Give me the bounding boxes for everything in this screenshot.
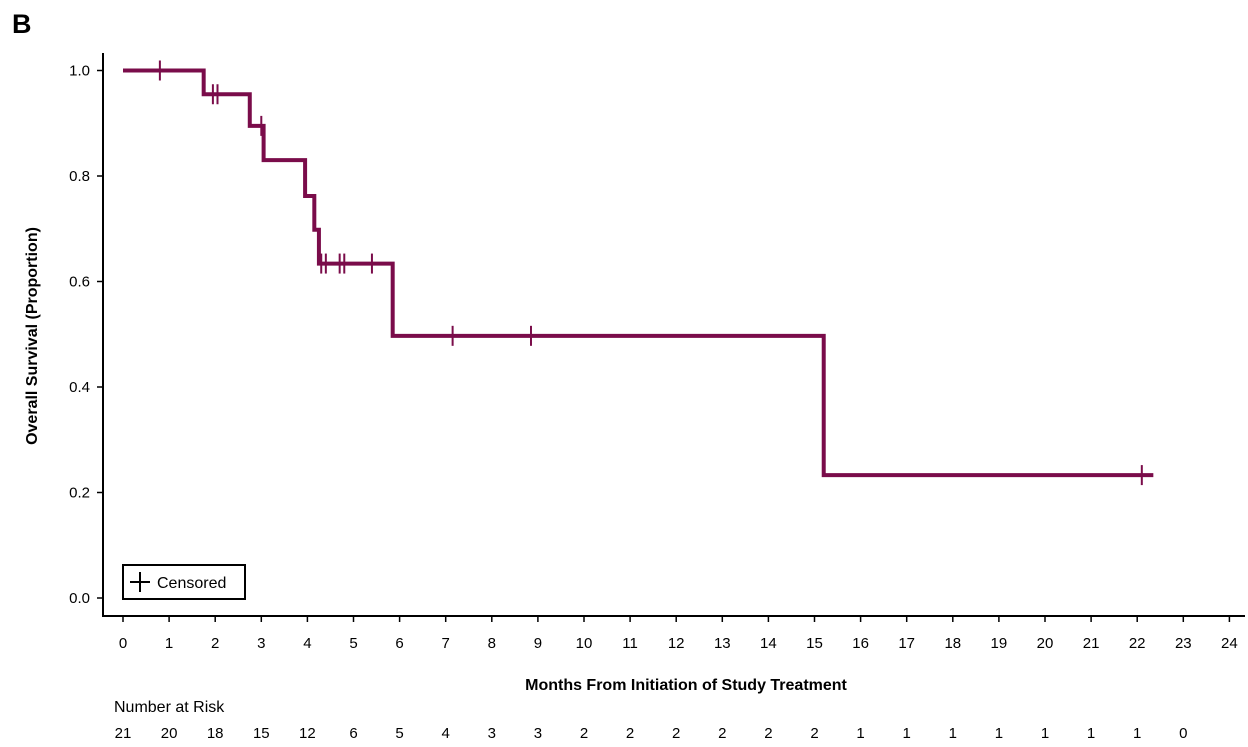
risk-count: 21 [115, 725, 132, 742]
risk-count: 6 [349, 725, 357, 742]
x-tick-label: 14 [760, 635, 777, 652]
x-tick-label: 17 [898, 635, 915, 652]
panel-label: B [12, 9, 32, 39]
x-tick-label: 16 [852, 635, 869, 652]
risk-count: 5 [395, 725, 403, 742]
x-tick-label: 11 [622, 635, 638, 652]
survival-curve [123, 68, 1154, 478]
risk-table: 21 20 18 15 12 6 5 4 3 3 2 2 2 2 2 2 1 1 1 1 1 1 1 0 [115, 725, 1188, 742]
x-tick-label: 0 [119, 635, 127, 652]
x-tick-labels: 0 1 2 3 4 5 6 7 8 9 10 11 12 13 14 15 16 17 18 19 20 21 22 23 24 [119, 635, 1238, 652]
x-tick-label: 19 [991, 635, 1008, 652]
x-tick-label: 3 [257, 635, 265, 652]
x-tick-label: 10 [576, 635, 593, 652]
x-tick-label: 20 [1037, 635, 1054, 652]
x-tick-label: 15 [806, 635, 823, 652]
x-tick-label: 9 [534, 635, 542, 652]
risk-count: 3 [488, 725, 496, 742]
risk-count: 2 [718, 725, 726, 742]
x-tick-label: 23 [1175, 635, 1192, 652]
risk-count: 1 [1133, 725, 1141, 742]
risk-count: 4 [442, 725, 450, 742]
risk-count: 2 [626, 725, 634, 742]
risk-count: 2 [580, 725, 588, 742]
x-tick-label: 21 [1083, 635, 1100, 652]
y-tick-label: 0.6 [69, 274, 90, 291]
x-tick-label: 5 [349, 635, 357, 652]
x-tick-label: 8 [488, 635, 496, 652]
risk-count: 12 [299, 725, 316, 742]
y-tick-labels: 0.0 0.2 0.4 0.6 0.8 1.0 [69, 63, 90, 608]
y-tick-label: 0.0 [69, 590, 90, 607]
x-axis-title: Months From Initiation of Study Treatmen… [525, 677, 847, 694]
survival-step-line [123, 68, 1154, 478]
risk-count: 0 [1179, 725, 1187, 742]
risk-table-title: Number at Risk [114, 699, 225, 716]
risk-count: 2 [810, 725, 818, 742]
risk-count: 1 [1041, 725, 1049, 742]
risk-count: 1 [995, 725, 1003, 742]
y-tick-label: 0.2 [69, 485, 90, 502]
risk-count: 1 [949, 725, 957, 742]
legend-label: Censored [157, 575, 226, 592]
x-tick-label: 7 [442, 635, 450, 652]
x-tick-label: 6 [395, 635, 403, 652]
axes [97, 53, 1245, 622]
x-tick-label: 24 [1221, 635, 1238, 652]
y-axis-title: Overall Survival (Proportion) [24, 227, 41, 445]
y-tick-label: 1.0 [69, 63, 90, 80]
risk-count: 2 [672, 725, 680, 742]
risk-count: 15 [253, 725, 270, 742]
x-tick-label: 2 [211, 635, 219, 652]
x-tick-label: 22 [1129, 635, 1146, 652]
x-tick-label: 4 [303, 635, 311, 652]
risk-count: 1 [903, 725, 911, 742]
y-tick-label: 0.8 [69, 168, 90, 185]
risk-count: 3 [534, 725, 542, 742]
risk-count: 2 [764, 725, 772, 742]
censor-marks [158, 60, 1143, 486]
risk-count: 18 [207, 725, 224, 742]
risk-count: 1 [1087, 725, 1095, 742]
y-tick-label: 0.4 [69, 379, 90, 396]
risk-count: 20 [161, 725, 178, 742]
x-tick-label: 18 [944, 635, 961, 652]
legend: Censored [122, 564, 246, 600]
x-tick-label: 1 [165, 635, 173, 652]
x-tick-label: 13 [714, 635, 731, 652]
risk-count: 1 [856, 725, 864, 742]
x-tick-label: 12 [668, 635, 685, 652]
